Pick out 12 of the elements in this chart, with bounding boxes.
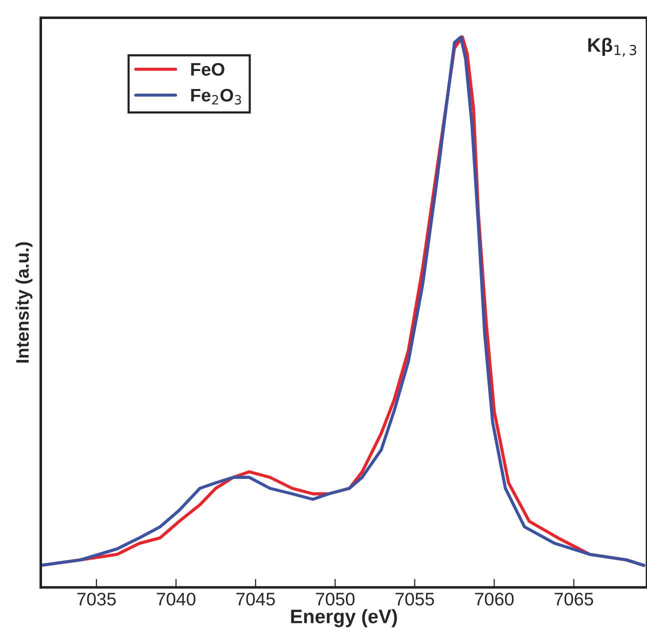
x-tick-label: 7035 (77, 592, 116, 606)
x-tick-label: 7050 (316, 592, 355, 606)
annotation: Kβ$_{1,3}$ (588, 38, 636, 57)
x-tick-label: 7040 (156, 592, 196, 606)
x-tick-label: 7065 (554, 592, 594, 606)
x-tick-label: 7060 (475, 592, 514, 606)
legend-label: FeO (191, 62, 224, 76)
legend-label: Fe$_{2}$O$_{3}$ (191, 88, 242, 105)
x-tick-label: 7045 (236, 592, 275, 606)
x-tick-label: 7055 (396, 592, 434, 606)
y-axis-title: Intensity (a.u.) (16, 242, 32, 363)
x-axis-title: Energy (eV) (291, 609, 397, 628)
